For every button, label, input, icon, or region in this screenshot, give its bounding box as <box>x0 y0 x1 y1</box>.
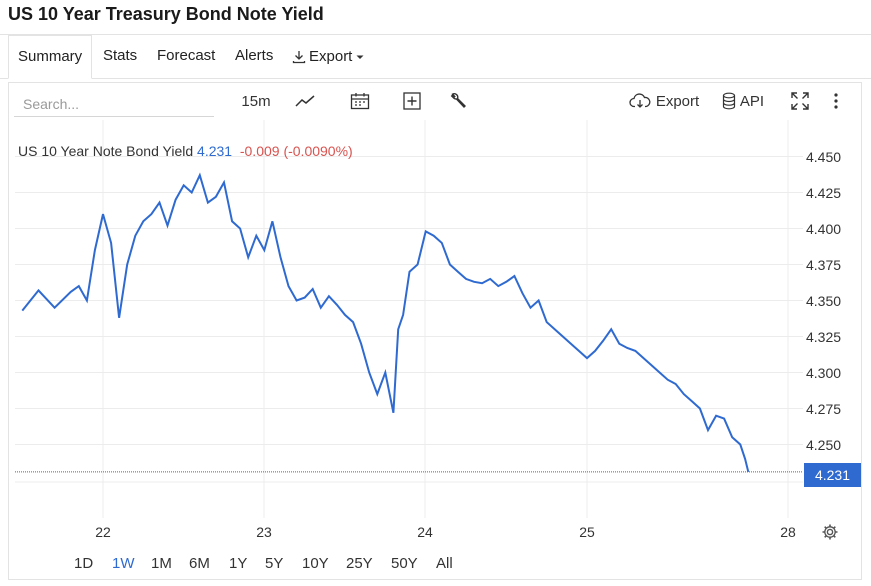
range-25y[interactable]: 25Y <box>346 555 373 572</box>
x-tick-label: 25 <box>579 524 595 540</box>
y-tick-label: 4.300 <box>806 364 842 381</box>
fullscreen-button[interactable] <box>788 88 812 114</box>
y-tick-label: 4.325 <box>806 328 842 345</box>
more-vertical-icon <box>834 93 838 109</box>
range-6m[interactable]: 6M <box>189 555 210 572</box>
series-line-us10y <box>21 172 750 473</box>
download-icon <box>292 51 306 64</box>
chart-legend: US 10 Year Note Bond Yield 4.231 -0.009 … <box>18 143 353 159</box>
add-indicator-button[interactable] <box>400 88 424 114</box>
range-1w[interactable]: 1W <box>112 555 135 572</box>
last-value-badge: 4.231 <box>804 463 861 487</box>
range-1y[interactable]: 1Y <box>229 555 248 572</box>
wrench-icon <box>450 93 466 109</box>
y-tick-label: 4.425 <box>806 184 842 201</box>
settings-tools-button[interactable] <box>446 88 470 114</box>
database-icon <box>722 92 736 110</box>
tab-export[interactable]: Export <box>292 35 365 79</box>
caret-down-icon <box>356 55 364 59</box>
y-tick-label: 4.350 <box>806 292 842 309</box>
range-1d[interactable]: 1D <box>74 555 94 572</box>
y-tick-label: 4.450 <box>806 148 842 165</box>
x-tick-label: 24 <box>417 524 433 540</box>
add-indicator-icon <box>403 92 421 110</box>
range-50y[interactable]: 50Y <box>391 555 418 572</box>
y-tick-label: 4.250 <box>806 436 842 453</box>
legend-change: -0.009 (-0.0090%) <box>239 143 353 159</box>
tab-summary[interactable]: Summary <box>8 35 93 79</box>
tab-export-label: Export <box>309 48 353 65</box>
grid-lines <box>15 120 803 518</box>
range-10y[interactable]: 10Y <box>302 555 329 572</box>
chart-settings-button[interactable] <box>820 522 840 542</box>
range-5y[interactable]: 5Y <box>265 555 284 572</box>
chart-widget <box>8 82 862 580</box>
interval-label: 15m <box>241 92 271 110</box>
export-label: Export <box>655 92 700 110</box>
range-1m[interactable]: 1M <box>151 555 172 572</box>
search-input[interactable] <box>14 92 214 117</box>
chart-type-button[interactable] <box>292 88 318 114</box>
y-tick-label: 4.275 <box>806 400 842 417</box>
tab-bar: Summary Stats Forecast Alerts Export <box>0 35 871 79</box>
range-selector: 1D 1W 1M 6M 1Y 5Y 10Y 25Y 50Y All <box>0 551 871 579</box>
calendar-icon <box>350 93 370 110</box>
fullscreen-icon <box>791 92 809 110</box>
interval-selector[interactable]: 15m <box>240 88 272 114</box>
y-tick-label: 4.375 <box>806 256 842 273</box>
api-label: API <box>739 92 765 110</box>
x-tick-label: 28 <box>780 524 796 540</box>
range-all[interactable]: All <box>436 555 453 572</box>
tab-alerts[interactable]: Alerts <box>235 47 274 64</box>
line-chart-icon <box>295 95 315 107</box>
more-options-button[interactable] <box>826 88 846 114</box>
gear-icon <box>822 524 838 540</box>
x-tick-label: 22 <box>95 524 111 540</box>
title-divider <box>0 34 871 35</box>
export-button[interactable]: Export <box>628 88 700 114</box>
page-title: US 10 Year Treasury Bond Note Yield <box>8 4 324 24</box>
x-tick-label: 23 <box>256 524 272 540</box>
api-button[interactable]: API <box>720 88 766 114</box>
legend-series-name: US 10 Year Note Bond Yield <box>18 143 194 159</box>
tab-stats[interactable]: Stats <box>103 47 138 64</box>
y-tick-label: 4.400 <box>806 220 842 237</box>
date-range-button[interactable] <box>348 88 372 114</box>
legend-value: 4.231 <box>197 143 233 159</box>
cloud-download-icon <box>629 93 651 108</box>
tab-forecast[interactable]: Forecast <box>157 47 216 64</box>
